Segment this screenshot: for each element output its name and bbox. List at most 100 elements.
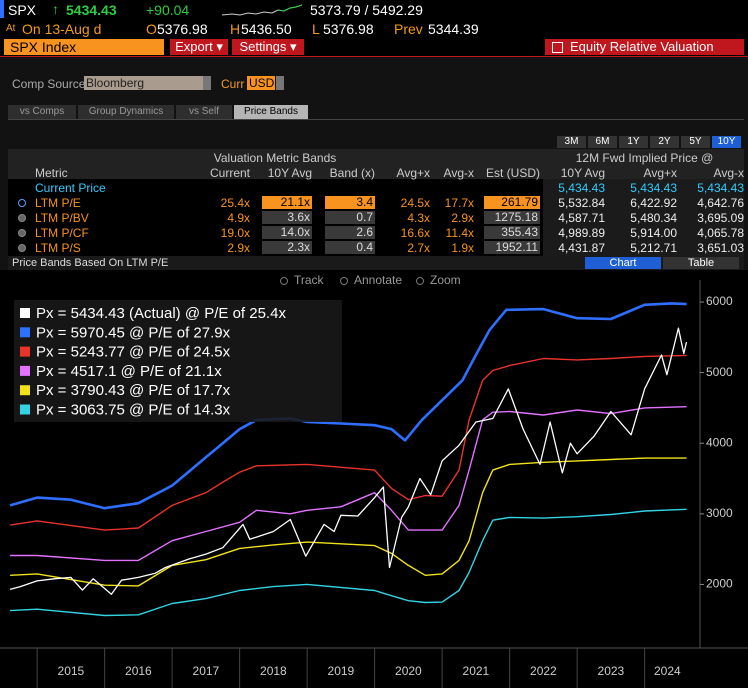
series-line	[10, 457, 687, 587]
x-tick-label: 2015	[58, 664, 85, 678]
x-tick-label: 2022	[530, 664, 557, 678]
metric-cell-box: 21.1x	[262, 196, 312, 209]
current-price-value: 5,434.43	[697, 181, 744, 195]
table-header-bar	[8, 149, 744, 179]
metric-label: LTM P/S	[35, 241, 81, 255]
legend-swatch	[20, 385, 30, 396]
legend-swatch	[20, 346, 30, 357]
row-radio[interactable]	[18, 244, 26, 252]
column-header: 10Y Avg	[267, 166, 312, 180]
tab[interactable]: vs Self	[176, 105, 232, 119]
legend-label: Px = 3063.75 @ P/E of 14.3x	[36, 401, 231, 418]
metric-cell-box: 0.7	[325, 211, 375, 224]
net-change: +90.04	[146, 2, 190, 18]
chart-tool-icon	[416, 277, 424, 285]
open-value: 5376.98	[157, 21, 208, 37]
column-header: Band (x)	[329, 166, 375, 180]
view-button[interactable]: Chart	[585, 257, 661, 269]
column-header: Avg-x	[443, 166, 474, 180]
metric-cell: 3,695.09	[697, 211, 744, 225]
x-tick-label: 2023	[598, 664, 625, 678]
chart: Track Annotate Zoom 2000 3000 4000 5000 6000 201…	[0, 270, 748, 688]
column-header: Current	[209, 166, 250, 180]
high-value: 5436.50	[241, 21, 292, 37]
group-header: 12M Fwd Implied Price @	[575, 151, 714, 165]
legend-box	[14, 300, 342, 422]
metric-cell: 5,914.00	[630, 226, 677, 240]
prev-label: Prev	[394, 21, 423, 37]
tab[interactable]: Group Dynamics	[78, 105, 174, 119]
legend-label: Px = 5243.77 @ P/E of 24.5x	[36, 344, 231, 361]
row-radio[interactable]	[18, 214, 26, 222]
metric-cell: 11.4x	[445, 226, 474, 240]
ticker: SPX	[8, 2, 37, 18]
open-label: O	[146, 21, 157, 37]
chart-tool-icon	[340, 277, 348, 285]
metric-cell: 25.4x	[220, 196, 250, 210]
chart-tool[interactable]: Track	[294, 273, 325, 287]
x-tick-label: 2021	[463, 664, 490, 678]
chart-tool[interactable]: Zoom	[430, 273, 461, 287]
chart-tool[interactable]: Annotate	[354, 273, 402, 287]
metric-cell: 5,532.84	[558, 196, 605, 210]
period-button[interactable]: 2Y	[650, 136, 679, 148]
metric-cell-box: 0.4	[325, 241, 375, 254]
toolbar-button[interactable]: Export ▾	[170, 39, 228, 55]
function-title: Equity Relative Valuation	[570, 39, 714, 54]
subtitle: Price Bands Based On LTM P/E	[12, 257, 169, 269]
metric-cell: 2.7x	[407, 241, 430, 255]
metric-cell-box: 2.3x	[262, 241, 312, 254]
metric-cell: 19.0x	[220, 226, 250, 240]
y-tick-label: 4000	[706, 435, 733, 449]
column-header: Metric	[35, 166, 68, 180]
period-button[interactable]: 3M	[557, 136, 586, 148]
series-line	[10, 508, 687, 617]
tab[interactable]: Price Bands	[234, 105, 308, 119]
tab[interactable]: vs Comps	[8, 105, 76, 119]
group-header: Valuation Metric Bands	[213, 151, 337, 165]
current-price-value: 5,434.43	[558, 181, 605, 195]
legend-label: Px = 3790.43 @ P/E of 17.7x	[36, 382, 231, 399]
metric-cell: 5,480.34	[630, 211, 677, 225]
curr-select[interactable]: USD	[247, 76, 275, 90]
metric-cell: 4.3x	[407, 211, 430, 225]
metric-label: LTM P/BV	[35, 211, 89, 225]
metric-cell-box: 1952.11	[484, 241, 540, 254]
period-button[interactable]: 6M	[588, 136, 617, 148]
row-radio[interactable]	[18, 229, 26, 237]
metric-cell: 1.9x	[451, 241, 474, 255]
chart-tool-icon	[280, 277, 288, 285]
x-tick-label: 2018	[260, 664, 287, 678]
series-line	[10, 406, 687, 562]
row-radio[interactable]	[18, 199, 26, 207]
legend-label: Px = 5434.43 (Actual) @ P/E of 25.4x	[36, 305, 286, 322]
x-tick-label: 2024	[654, 664, 681, 678]
comp-source-select[interactable]: Bloomberg	[84, 76, 204, 90]
legend-label: Px = 5970.45 @ P/E of 27.9x	[36, 324, 231, 341]
y-tick-label: 2000	[706, 577, 733, 591]
day-range: 5373.79 / 5492.29	[310, 2, 423, 18]
period-button[interactable]: 10Y	[712, 136, 741, 148]
metric-cell: 4,587.71	[558, 211, 605, 225]
period-button[interactable]: 5Y	[681, 136, 710, 148]
metric-cell-box: 355.43	[484, 226, 540, 239]
period-button[interactable]: 1Y	[619, 136, 648, 148]
metric-cell: 17.7x	[444, 196, 474, 210]
sparkline-icon	[222, 4, 302, 16]
metric-cell: 4,431.87	[558, 241, 605, 255]
security-box: SPX Index	[4, 39, 164, 55]
metric-cell: 4.9x	[227, 211, 250, 225]
current-price-label: Current Price	[35, 181, 106, 195]
view-button[interactable]: Table	[663, 257, 739, 269]
metric-cell: 5,212.71	[630, 241, 677, 255]
legend-swatch	[20, 327, 30, 338]
date-label: On 13-Aug d	[22, 21, 102, 37]
toolbar-button[interactable]: Settings ▾	[232, 39, 304, 55]
column-header: Avg+x	[643, 166, 677, 180]
x-tick-label: 2017	[193, 664, 220, 678]
ticker-flag	[0, 0, 4, 18]
subtitle-bar	[8, 256, 744, 270]
legend-swatch	[20, 404, 30, 415]
toolbar-rule	[0, 56, 748, 57]
metric-cell: 3,651.03	[697, 241, 744, 255]
